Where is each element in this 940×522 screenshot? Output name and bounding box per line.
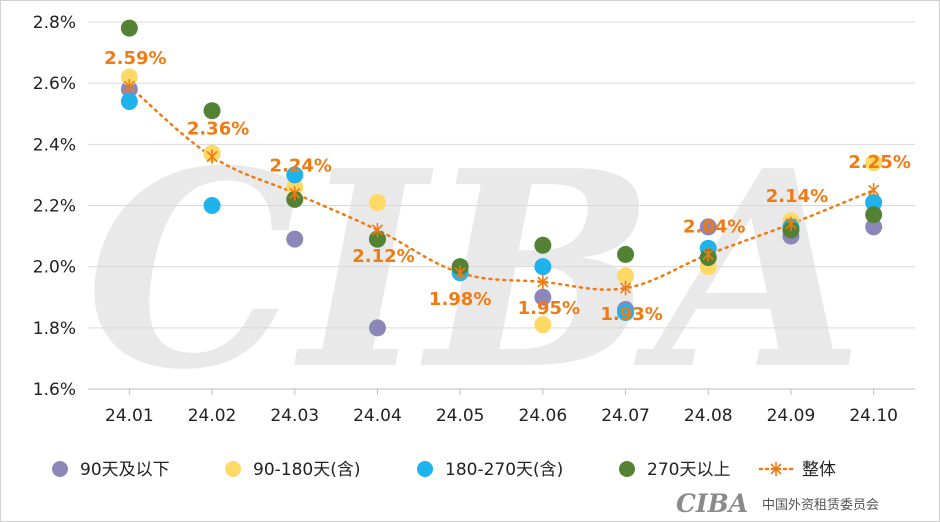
legend-marker (52, 461, 68, 477)
x-axis-ticks: 24.01 24.02 24.03 24.04 24.05 24.06 24.07 24.08… (105, 389, 898, 426)
point-series-2-24.10 (865, 193, 883, 211)
data-label-overall: 2.04% (683, 216, 745, 237)
legend-label: 整体 (802, 460, 836, 480)
gridlines (88, 21, 915, 390)
x-tick-label: 24.07 (601, 406, 650, 426)
point-overall-24.02 (206, 149, 218, 164)
point-series-3-24.01 (120, 19, 138, 37)
y-tick-label: 1.8% (33, 319, 76, 339)
y-tick-label: 2.0% (33, 258, 76, 278)
watermark-org: 中国外资租赁委员会 (762, 498, 879, 513)
legend-marker (417, 461, 433, 477)
background-watermark-logo: CIBA (86, 111, 865, 429)
data-labels: 2.59% 2.36% 2.24% 2.12% 1.98% 1.95% 1.93% 2.04%… (104, 48, 911, 325)
x-tick-label: 24.10 (849, 406, 898, 426)
y-tick-label: 2.4% (33, 135, 76, 155)
point-series-2-24.01 (120, 93, 138, 111)
point-overall-24.05 (454, 265, 466, 281)
point-series-1-24.07 (617, 267, 635, 285)
legend-label: 270天以上 (647, 460, 730, 480)
point-series-0-24.06 (534, 288, 552, 306)
data-label-overall: 2.59% (104, 48, 166, 69)
x-tick-label: 24.01 (105, 406, 154, 426)
data-points (120, 19, 883, 337)
point-overall-24.06 (537, 274, 549, 290)
point-overall-24.01 (123, 78, 135, 94)
legend-label: 90-180天(含) (253, 460, 360, 480)
y-tick-label: 2.2% (33, 197, 76, 217)
data-label-overall: 2.24% (270, 155, 332, 176)
x-tick-label: 24.09 (767, 406, 816, 426)
point-series-0-24.10 (865, 218, 883, 236)
data-label-overall: 2.36% (187, 119, 249, 140)
legend-marker (619, 461, 635, 477)
x-tick-label: 24.02 (188, 406, 237, 426)
y-tick-label: 2.8% (33, 13, 76, 33)
legend-label: 180-270天(含) (445, 460, 563, 480)
point-series-2-24.03 (286, 166, 304, 184)
series-line-overall (128, 84, 875, 291)
point-overall-24.04 (372, 222, 383, 238)
point-series-0-24.04 (368, 319, 386, 337)
legend-marker (770, 461, 782, 477)
data-label-overall: 1.95% (518, 298, 580, 319)
point-series-3-24.02 (203, 102, 221, 120)
point-series-3-24.06 (534, 236, 552, 254)
data-label-overall: 2.25% (848, 152, 910, 173)
point-series-1-24.04 (368, 193, 386, 211)
x-tick-label: 24.08 (684, 406, 733, 426)
legend-label: 90天及以下 (80, 460, 170, 480)
legend: 90天及以下 90-180天(含) 180-270天(含) 270天以上 整体 (52, 460, 836, 480)
watermark-logo: CIBA (676, 489, 748, 518)
point-overall-24.10 (868, 182, 880, 198)
point-overall-24.07 (620, 280, 631, 296)
x-tick-label: 24.05 (436, 406, 485, 426)
x-tick-label: 24.04 (353, 406, 402, 426)
y-tick-label: 1.6% (33, 380, 76, 400)
point-overall-24.08 (702, 247, 714, 262)
point-series-2-24.02 (203, 197, 221, 214)
data-label-overall: 1.98% (429, 289, 491, 310)
data-label-overall: 2.12% (352, 246, 414, 267)
watermark: CIBA 中国外资租赁委员会 (676, 489, 879, 518)
point-series-3-24.10 (865, 206, 883, 224)
point-series-1-24.06 (534, 316, 552, 334)
y-tick-label: 2.6% (33, 74, 76, 94)
point-series-1-24.10 (865, 154, 883, 172)
x-tick-label: 24.06 (519, 406, 568, 426)
point-series-0-24.03 (286, 230, 304, 248)
y-axis-ticks: 1.6% 1.8% 2.0% 2.2% 2.4% 2.6% 2.8% (33, 13, 76, 400)
legend-marker (225, 461, 241, 477)
point-series-0-24.08 (699, 218, 717, 236)
point-overall-24.03 (289, 185, 301, 201)
point-series-2-24.07 (617, 304, 635, 322)
point-series-3-24.07 (617, 245, 635, 263)
point-overall-24.09 (785, 216, 797, 232)
data-label-overall: 2.14% (766, 186, 828, 207)
x-tick-label: 24.03 (270, 406, 319, 426)
point-series-2-24.06 (534, 258, 552, 276)
data-label-overall: 1.93% (600, 304, 662, 325)
